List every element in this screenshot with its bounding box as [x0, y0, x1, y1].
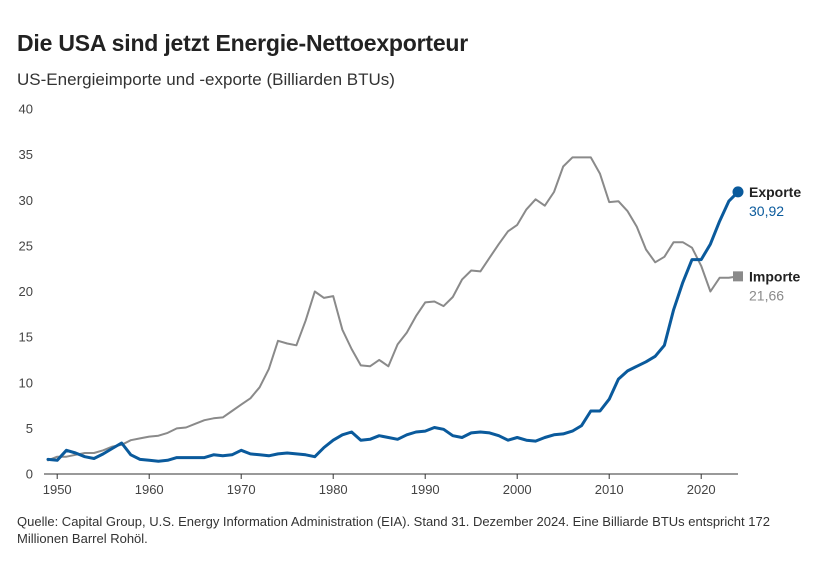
series-name-label: Exporte — [749, 184, 801, 200]
source-note: Quelle: Capital Group, U.S. Energy Infor… — [17, 514, 770, 546]
exporte-end-marker — [732, 186, 744, 198]
y-tick-label: 35 — [19, 147, 33, 162]
series-value-label: 21,66 — [749, 287, 784, 303]
x-tick-label: 1970 — [227, 482, 256, 497]
x-tick-label: 2010 — [595, 482, 624, 497]
series-name-label: Importe — [749, 268, 801, 284]
x-tick-label: 2020 — [687, 482, 716, 497]
importe-end-marker — [733, 271, 743, 282]
series-end-labels: Exporte 30,92 Importe 21,66 — [732, 184, 801, 303]
y-tick-label: 10 — [19, 375, 33, 390]
series-line-importe — [47, 156, 739, 462]
y-tick-label: 40 — [19, 102, 33, 117]
series-value-label: 30,92 — [749, 203, 784, 219]
x-tick-label: 1960 — [135, 482, 164, 497]
y-axis-ticks: 0 5 10 15 20 25 30 35 40 — [19, 102, 33, 482]
y-tick-label: 25 — [19, 238, 33, 253]
series-line-exporte — [46, 190, 740, 463]
x-tick-label: 1980 — [319, 482, 348, 497]
y-tick-label: 0 — [26, 467, 33, 482]
chart-subtitle: US-Energieimporte und -exporte (Billiard… — [17, 70, 395, 89]
chart-title: Die USA sind jetzt Energie-Nettoexporteu… — [17, 30, 469, 56]
x-axis: 1950 1960 1970 1980 1990 2000 2010 2020 — [43, 473, 738, 497]
y-tick-label: 15 — [19, 330, 33, 345]
y-tick-label: 30 — [19, 193, 33, 208]
series-layer — [46, 156, 740, 463]
y-tick-label: 5 — [26, 421, 33, 436]
x-tick-label: 1990 — [411, 482, 440, 497]
x-tick-label: 1950 — [43, 482, 72, 497]
x-tick-label: 2000 — [503, 482, 532, 497]
y-tick-label: 20 — [19, 284, 33, 299]
